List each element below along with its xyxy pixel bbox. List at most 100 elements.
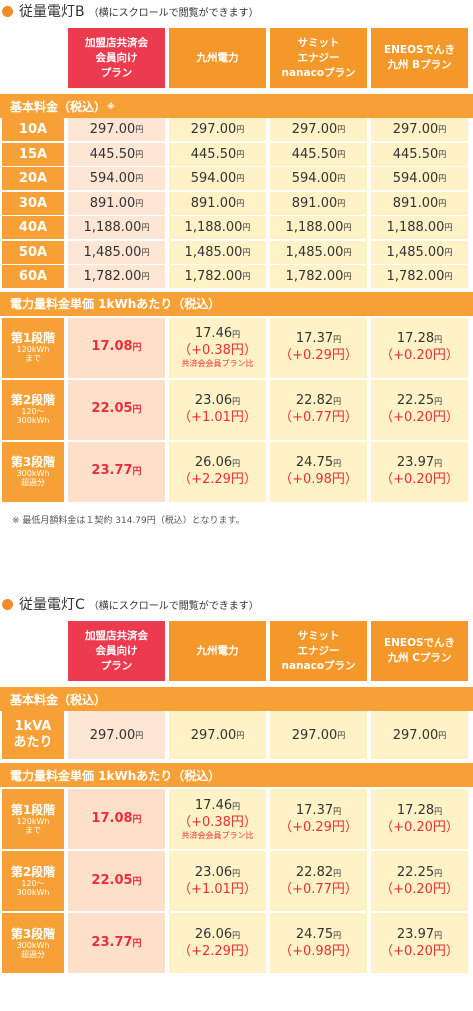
price-value: 22.25円 bbox=[396, 393, 443, 408]
plan-header: ENEOSでんき 九州 Cプラン bbox=[371, 621, 468, 681]
member-plan-price: 23.77円 bbox=[68, 913, 165, 973]
member-plan-price: 23.77円 bbox=[68, 441, 165, 502]
competitor-price: 22.82円 （+0.77円） bbox=[270, 379, 367, 440]
base-fee-value: 594.00 円 bbox=[169, 167, 266, 190]
yen-unit: 円 bbox=[434, 397, 443, 406]
base-fee-value: 1,782.00 円 bbox=[270, 265, 367, 288]
comparison-note: 共済会会員プラン比 bbox=[181, 359, 254, 368]
competitor-price: 26.06円 （+2.29円） bbox=[169, 913, 266, 973]
price-value: 22.82円 bbox=[295, 393, 342, 408]
yen-unit: 円 bbox=[236, 125, 245, 134]
base-fee-row: 10A 297.00 円 297.00 円 297.00 円 297.00 円 bbox=[0, 118, 473, 143]
yen-unit: 円 bbox=[132, 814, 142, 825]
price-difference: （+0.20円） bbox=[380, 819, 459, 835]
member-price-value: 22.05円 bbox=[91, 401, 142, 416]
price-difference: （+2.29円） bbox=[178, 472, 257, 487]
price-difference: （+0.20円） bbox=[380, 943, 459, 959]
yen-unit: 円 bbox=[141, 223, 150, 232]
yen-unit: 円 bbox=[135, 730, 144, 740]
price-difference: （+0.77円） bbox=[279, 410, 358, 425]
member-price-value: 17.08円 bbox=[91, 810, 142, 826]
yen-unit: 円 bbox=[132, 405, 142, 415]
section-title-text: 従量電灯B bbox=[19, 4, 85, 20]
yen-unit: 円 bbox=[434, 930, 443, 940]
member-price-value: 23.77円 bbox=[91, 463, 142, 478]
tier-range: 120〜 300kWh bbox=[16, 407, 50, 425]
yen-unit: 円 bbox=[232, 397, 241, 406]
price-value: 26.06円 bbox=[194, 455, 241, 470]
plan-header: サミット エナジー nanacoプラン bbox=[270, 28, 367, 88]
plan-header: サミット エナジー nanacoプラン bbox=[270, 621, 367, 681]
competitor-price: 22.25円 （+0.20円） bbox=[371, 851, 468, 911]
base-fee-value: 445.50 円 bbox=[270, 142, 367, 166]
yen-unit: 円 bbox=[141, 247, 150, 257]
plan-header: 加盟店共済会 会員向け プラン bbox=[68, 621, 165, 681]
competitor-price: 17.46円 （+0.38円） 共済会会員プラン比 bbox=[169, 317, 266, 378]
yen-unit: 円 bbox=[337, 125, 346, 134]
yen-unit: 円 bbox=[434, 459, 443, 468]
base-fee-amp-label: 30A bbox=[2, 191, 64, 215]
base-fee-row: 40A 1,188.00 円 1,188.00 円 1,188.00 円 1,188.00 円 bbox=[0, 216, 473, 241]
price-difference: （+0.29円） bbox=[279, 348, 358, 363]
yen-unit: 円 bbox=[337, 149, 346, 159]
plan-header: ENEOSでんき 九州 Bプラン bbox=[371, 28, 468, 88]
price-difference: （+0.38円） bbox=[178, 343, 257, 358]
section-title-text: 従量電灯C bbox=[19, 597, 85, 613]
yen-unit: 円 bbox=[434, 806, 443, 816]
section-title-note: （横にスクロールで閲覧ができます） bbox=[88, 600, 259, 612]
yen-unit: 円 bbox=[135, 125, 144, 134]
unit-price-row: 第2段階 120〜 300kWh 22.05円 23.06円 （+1.01円） 22.82円… bbox=[0, 851, 473, 913]
price-value: 17.28円 bbox=[396, 331, 443, 346]
competitor-price: 26.06円 （+2.29円） bbox=[169, 441, 266, 502]
base-fee-value: 1,782.00 円 bbox=[371, 265, 468, 288]
price-difference: （+1.01円） bbox=[178, 410, 257, 425]
base-fee-row: 60A 1,782.00 円 1,782.00 円 1,782.00 円 1,782.00 円 bbox=[0, 265, 473, 290]
competitor-price: 17.37円 （+0.29円） bbox=[270, 789, 367, 849]
tier-name: 第2段階 bbox=[10, 864, 56, 879]
yen-unit: 円 bbox=[135, 174, 144, 183]
base-fee-value: 891.00 円 bbox=[68, 191, 165, 215]
base-fee-value: 1,782.00 円 bbox=[68, 265, 165, 288]
competitor-price: 24.75円 （+0.98円） bbox=[270, 913, 367, 973]
yen-unit: 円 bbox=[135, 149, 144, 159]
price-difference: （+0.20円） bbox=[380, 348, 459, 363]
base-fee-value: 297.00 円 bbox=[68, 711, 165, 759]
section-title-note: （横にスクロールで閲覧ができます） bbox=[88, 7, 259, 19]
price-difference: （+0.98円） bbox=[279, 943, 358, 959]
unit-price-row: 第3段階 300kWh 超過分 23.77円 26.06円 （+2.29円） 24.75円 （… bbox=[0, 441, 473, 504]
competitor-price: 24.75円 （+0.98円） bbox=[270, 441, 367, 502]
tier-range: 120kWh まで bbox=[16, 816, 50, 835]
unit-price-row: 第1段階 120kWh まで 17.08円 17.46円 （+0.38円） 共済会会員プラン… bbox=[0, 789, 473, 851]
price-value: 17.37円 bbox=[295, 802, 342, 818]
yen-unit: 円 bbox=[242, 247, 251, 257]
tier-range: 120kWh まで bbox=[16, 345, 50, 363]
tier-label: 第1段階 120kWh まで bbox=[2, 789, 64, 849]
tier-name: 第3段階 bbox=[10, 926, 56, 941]
member-price-value: 17.08円 bbox=[91, 339, 142, 354]
plan-header: 九州電力 bbox=[169, 621, 266, 681]
bullet-dot-icon bbox=[2, 598, 13, 610]
competitor-price: 23.06円 （+1.01円） bbox=[169, 379, 266, 440]
base-fee-value: 891.00 円 bbox=[371, 191, 468, 215]
base-fee-amp-label: 1kVA あたり bbox=[2, 711, 64, 759]
base-fee-value: 1,188.00 円 bbox=[371, 216, 468, 239]
yen-unit: 円 bbox=[333, 397, 342, 406]
yen-unit: 円 bbox=[132, 467, 142, 477]
competitor-price: 17.37円 （+0.29円） bbox=[270, 317, 367, 378]
tier-name: 第1段階 bbox=[10, 802, 56, 817]
base-fee-amp-label: 10A bbox=[2, 118, 64, 141]
base-fee-value: 1,485.00 円 bbox=[270, 240, 367, 264]
price-difference: （+0.38円） bbox=[178, 814, 257, 830]
price-difference: （+0.98円） bbox=[279, 472, 358, 487]
plan-header-row: 加盟店共済会 会員向け プラン 九州電力 サミット エナジー nanacoプラン ENEOSで… bbox=[0, 615, 473, 687]
price-value: 17.46円 bbox=[194, 797, 241, 813]
price-value: 17.46円 bbox=[194, 326, 241, 341]
yen-unit: 円 bbox=[132, 938, 142, 949]
base-fee-value: 445.50 円 bbox=[68, 142, 165, 166]
tier-label: 第2段階 120〜 300kWh bbox=[2, 851, 64, 911]
yen-unit: 円 bbox=[236, 149, 245, 159]
price-value: 23.97円 bbox=[396, 926, 443, 942]
yen-unit: 円 bbox=[444, 223, 453, 232]
base-fee-value: 297.00 円 bbox=[169, 711, 266, 759]
price-value: 17.28円 bbox=[396, 802, 443, 818]
